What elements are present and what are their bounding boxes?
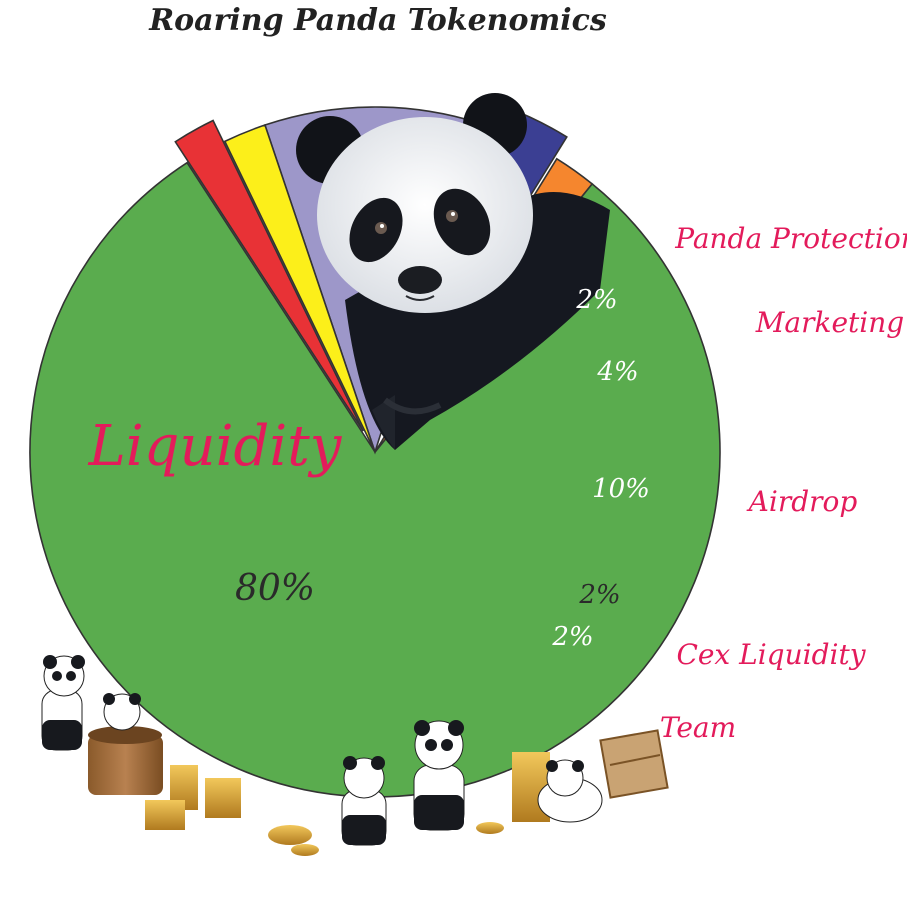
chart-title: Roaring Panda Tokenomics (148, 3, 607, 38)
slice-name-label: Team (660, 711, 736, 744)
slice-name-label: Panda Protection (674, 222, 907, 255)
slice-value-label: 2% (575, 285, 617, 315)
decorative-pandas-and-coins (41, 655, 669, 856)
slice-name-label: Cex Liquidity (676, 638, 866, 671)
slice-value-label: 2% (551, 622, 593, 652)
slice-name-label: Liquidity (88, 414, 343, 479)
pie-slice-cex-liquidity (223, 124, 376, 453)
slice-value-labels: 80% 2% 4% 10% 2% 2% (235, 285, 650, 652)
slice-value-label: 80% (235, 568, 315, 609)
small-panda-icon (537, 759, 603, 823)
slice-value-label: 4% (596, 357, 638, 387)
small-panda-icon (413, 720, 465, 831)
slice-value-label: 10% (592, 474, 650, 504)
crate-icon (599, 729, 669, 799)
coin-stack-icon (145, 765, 504, 856)
small-panda-icon (41, 655, 85, 751)
slice-value-label: 2% (578, 580, 620, 610)
slice-name-label: Airdrop (746, 485, 858, 518)
slice-name-label: Marketing (755, 306, 904, 339)
pie-slice-team (174, 119, 364, 432)
small-panda-icon (341, 756, 387, 846)
panda-illustration (296, 93, 610, 450)
barrel-icon (88, 693, 163, 795)
slice-name-labels: Liquidity Panda Protection Marketing Airdro… (88, 222, 907, 744)
